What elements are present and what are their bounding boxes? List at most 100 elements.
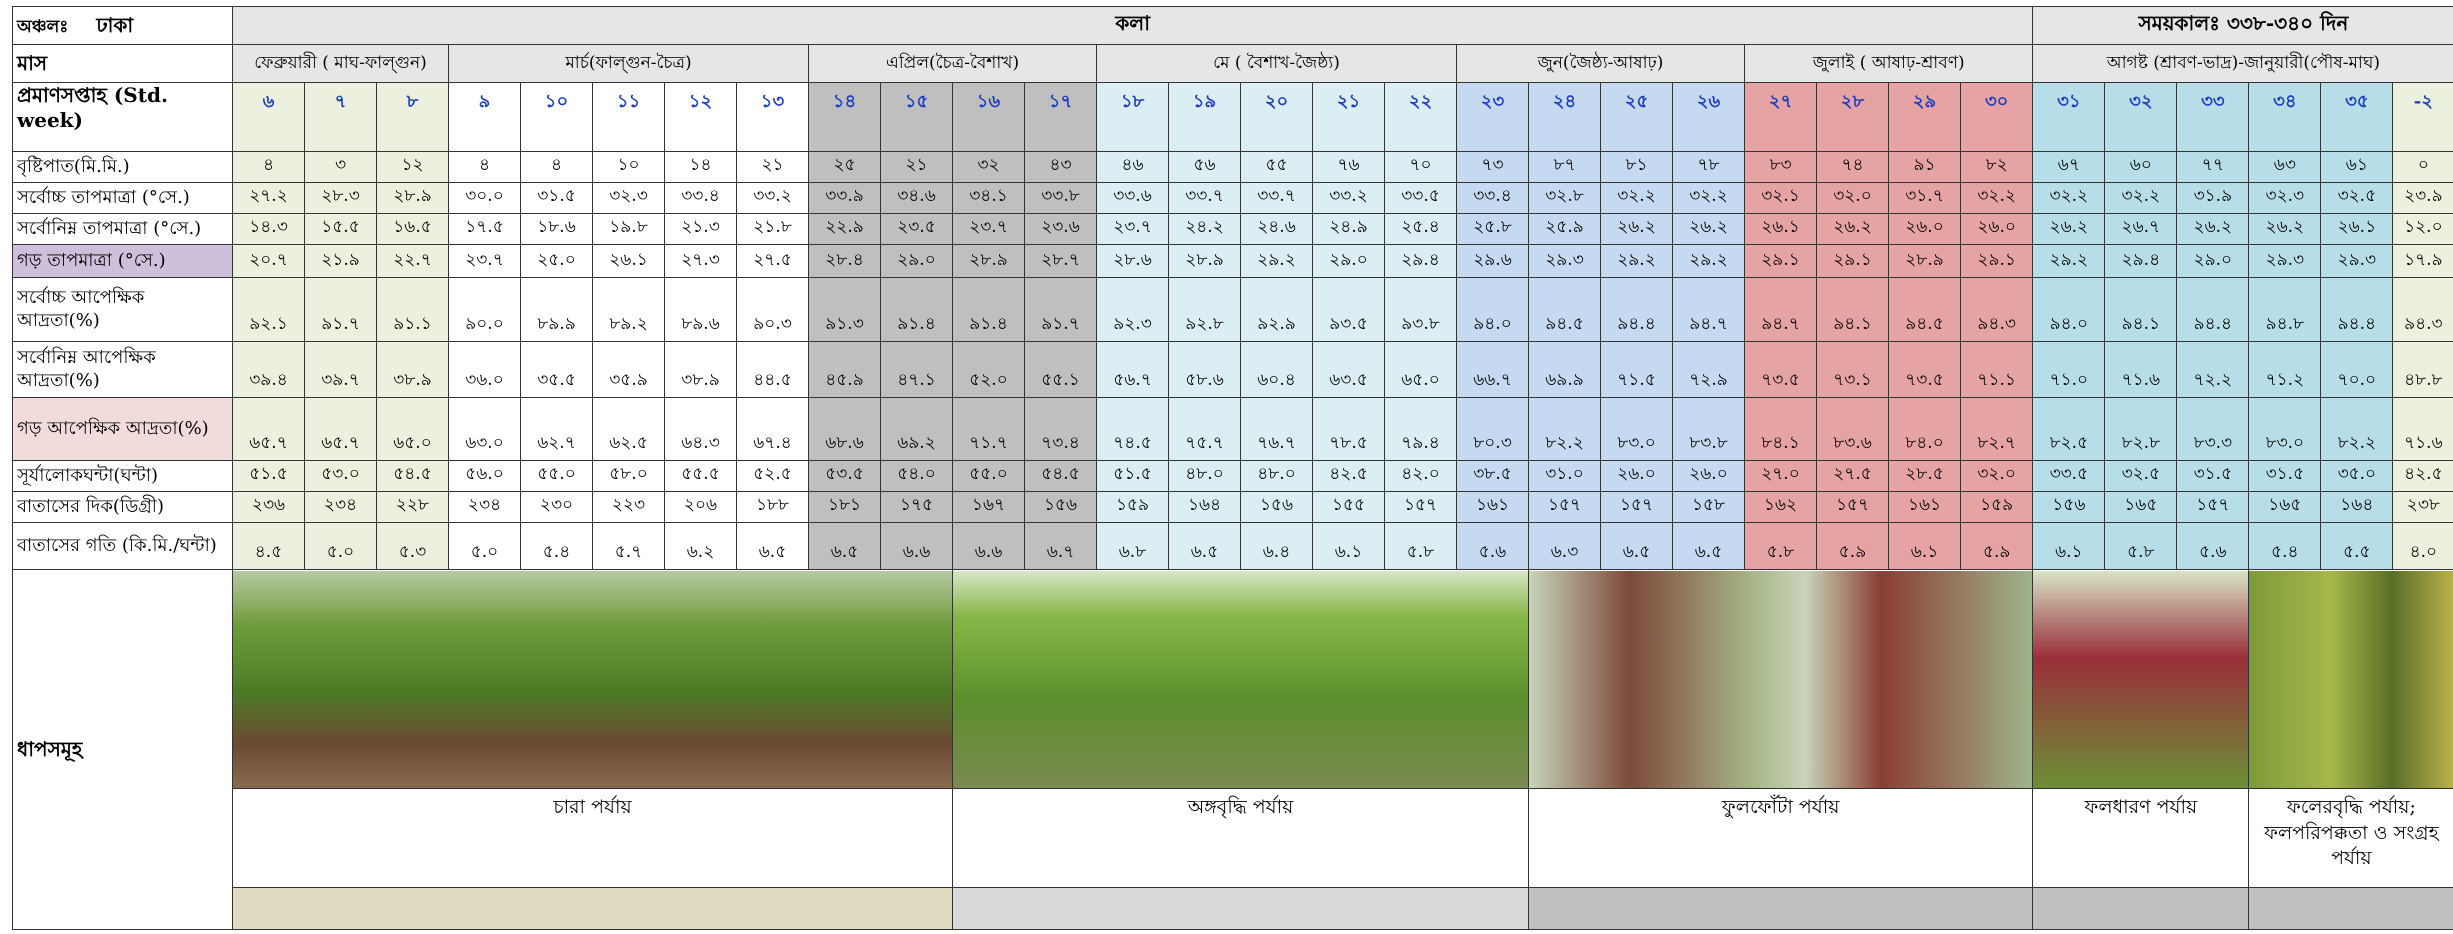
value-cell: ৫১.৫ (1097, 461, 1169, 492)
header-row: অঞ্চলঃঢাকাকলাসময়কালঃ ৩৩৮-৩৪০ দিন (13, 7, 2453, 45)
week-number: ৩৩ (2177, 83, 2249, 152)
value-cell: ৯০.৩ (737, 278, 809, 342)
stage-photo (2249, 571, 2453, 788)
value-cell: ২২.৭ (377, 245, 449, 278)
value-cell: ৫.৯ (1817, 523, 1889, 570)
week-number: ৭ (305, 83, 377, 152)
value-cell: ২৪.২ (1169, 214, 1241, 245)
value-cell: ৫৫.০ (953, 461, 1025, 492)
week-number: -২ (2393, 83, 2453, 152)
value-cell: ২৫.৯ (1529, 214, 1601, 245)
stage-image-cell (2249, 570, 2453, 789)
value-cell: ২৬.১ (1745, 214, 1817, 245)
value-cell: ২৮.৪ (809, 245, 881, 278)
value-cell: ৬.৪ (1241, 523, 1313, 570)
value-cell: ২৮.৩ (305, 183, 377, 214)
value-cell: ৮২.৫ (2033, 398, 2105, 461)
value-cell: ৮৯.৬ (665, 278, 737, 342)
value-cell: ১৮৮ (737, 492, 809, 523)
value-cell: ৬৭ (2033, 152, 2105, 183)
value-cell: ১৫৭ (1817, 492, 1889, 523)
value-cell: ৩১.৫ (2249, 461, 2321, 492)
value-cell: ২৬.১ (593, 245, 665, 278)
value-cell: ৯১.৪ (953, 278, 1025, 342)
month-name: জুন(জৈষ্ঠ্য-আষাঢ়) (1457, 45, 1745, 83)
stage-name-row: চারা পর্যায়অঙ্গবৃদ্ধি পর্যায়ফুলফোঁটা প… (13, 789, 2453, 888)
week-number: ১২ (665, 83, 737, 152)
value-cell: ৩৩.৪ (1457, 183, 1529, 214)
value-cell: ৮৩.০ (2249, 398, 2321, 461)
value-cell: ৯৪.৫ (1529, 278, 1601, 342)
value-cell: ৬.১ (2033, 523, 2105, 570)
value-cell: ৫.০ (305, 523, 377, 570)
value-cell: ২৮.৯ (953, 245, 1025, 278)
value-cell: ২৬.৭ (2105, 214, 2177, 245)
week-number: ২১ (1313, 83, 1385, 152)
week-number: ২৮ (1817, 83, 1889, 152)
value-cell: ৩৩.৭ (1169, 183, 1241, 214)
value-cell: ৬.৬ (881, 523, 953, 570)
value-cell: ৫.৪ (2249, 523, 2321, 570)
value-cell: ৬.৫ (1601, 523, 1673, 570)
value-cell: ৩৬.০ (449, 342, 521, 398)
value-cell: ২৪.৬ (1241, 214, 1313, 245)
value-cell: ৬৯.৯ (1529, 342, 1601, 398)
value-cell: ৩২.৮ (1529, 183, 1601, 214)
value-cell: ১৭.৫ (449, 214, 521, 245)
value-cell: ২৭.০ (1745, 461, 1817, 492)
value-cell: ৫.৪ (521, 523, 593, 570)
value-cell: ২৬.০ (1961, 214, 2033, 245)
value-cell: ৯৪.৭ (1673, 278, 1745, 342)
value-cell: ৯৪.৭ (1745, 278, 1817, 342)
value-cell: ৩২.৫ (2105, 461, 2177, 492)
value-cell: ৭৩.৫ (1889, 342, 1961, 398)
value-cell: ৯৪.৪ (2321, 278, 2393, 342)
region-label: অঞ্চলঃ (17, 17, 68, 37)
value-cell: ৪৮.০ (1241, 461, 1313, 492)
value-cell: ৫১.৫ (233, 461, 305, 492)
row-label: সর্বোনিম্ন আপেক্ষিক আদ্রতা(%) (13, 342, 233, 398)
value-cell: ১৬৪ (2321, 492, 2393, 523)
value-cell: ৬৯.২ (881, 398, 953, 461)
value-cell: ৭২.৯ (1673, 342, 1745, 398)
value-cell: ২৬.০ (1673, 461, 1745, 492)
stage-photo (953, 571, 1528, 788)
value-cell: ৮১ (1601, 152, 1673, 183)
value-cell: ২৬.২ (1601, 214, 1673, 245)
value-cell: ৮৯.২ (593, 278, 665, 342)
stage-image-cell (233, 570, 953, 789)
value-cell: ৭১.০ (2033, 342, 2105, 398)
value-cell: ১৮.৬ (521, 214, 593, 245)
stage-photo (2033, 571, 2248, 788)
value-cell: ২৫.০ (521, 245, 593, 278)
week-number: ১৫ (881, 83, 953, 152)
value-cell: ২৩.৭ (449, 245, 521, 278)
value-cell: ১৮১ (809, 492, 881, 523)
value-cell: ৬.৫ (1673, 523, 1745, 570)
value-cell: ৩২.০ (1961, 461, 2033, 492)
value-cell: ২১ (881, 152, 953, 183)
region: ঢাকা (96, 13, 133, 37)
value-cell: ২৯.১ (1745, 245, 1817, 278)
value-cell: ৮৪.০ (1889, 398, 1961, 461)
value-cell: ২৬.১ (2321, 214, 2393, 245)
stage-image-cell (2033, 570, 2249, 789)
value-cell: ৫.৫ (2321, 523, 2393, 570)
value-cell: ১৫৫ (1313, 492, 1385, 523)
value-cell: ৫৫.১ (1025, 342, 1097, 398)
stage-photo (233, 571, 952, 788)
value-cell: ৯১.৩ (809, 278, 881, 342)
value-cell: ৭৩.১ (1817, 342, 1889, 398)
value-cell: ৬২.৭ (521, 398, 593, 461)
value-cell: ১৬২ (1745, 492, 1817, 523)
value-cell: ২৮.৯ (377, 183, 449, 214)
value-cell: ২৬.২ (1817, 214, 1889, 245)
value-cell: ৩ (305, 152, 377, 183)
week-label: প্রমাণসপ্তাহ (Std. week) (13, 83, 233, 152)
value-cell: ৮৩.৮ (1673, 398, 1745, 461)
value-cell: ২৯.৩ (2249, 245, 2321, 278)
